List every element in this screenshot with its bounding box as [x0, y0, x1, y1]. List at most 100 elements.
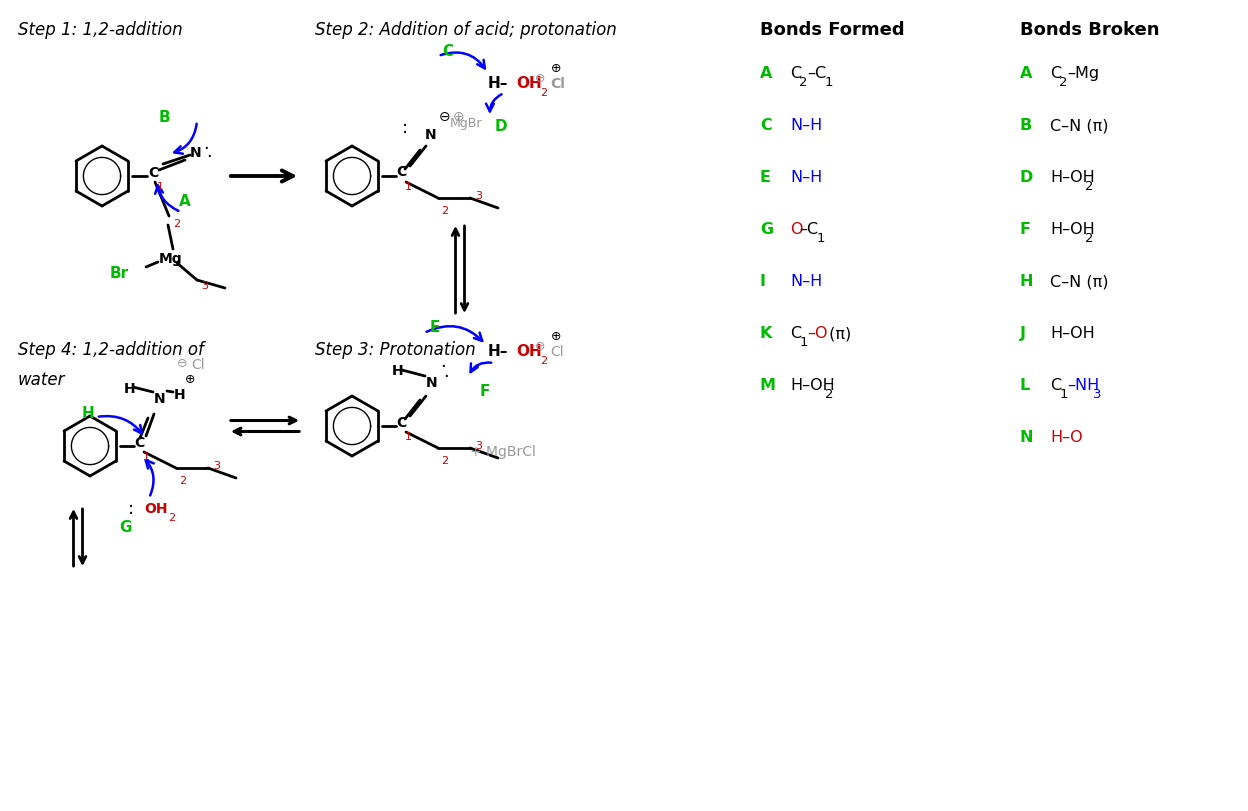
Text: 1: 1 — [1060, 388, 1067, 401]
Text: 2: 2 — [540, 355, 547, 366]
Text: E: E — [760, 170, 771, 185]
Text: C: C — [396, 415, 407, 430]
Text: D: D — [1020, 170, 1033, 185]
Text: G: G — [760, 222, 773, 237]
Text: ·: · — [203, 139, 208, 158]
Text: H–: H– — [488, 344, 508, 359]
Text: H: H — [392, 363, 403, 378]
Text: C: C — [442, 45, 453, 59]
Text: L: L — [1020, 378, 1031, 393]
Text: 2: 2 — [441, 206, 448, 216]
Text: water: water — [17, 371, 65, 388]
Text: 2: 2 — [178, 475, 186, 486]
Text: 2: 2 — [540, 88, 547, 98]
Text: M: M — [760, 378, 776, 393]
Text: 1: 1 — [817, 232, 825, 245]
Text: Step 3: Protonation: Step 3: Protonation — [314, 341, 475, 358]
Text: $\ominus$: $\ominus$ — [534, 72, 545, 85]
Text: 3: 3 — [201, 281, 208, 290]
Text: H: H — [1020, 274, 1033, 290]
Text: N–H: N–H — [790, 118, 822, 133]
Text: $\oplus$: $\oplus$ — [185, 373, 196, 386]
Text: N–H: N–H — [790, 170, 822, 185]
Text: Cl: Cl — [550, 345, 564, 358]
Text: C: C — [760, 118, 771, 133]
Text: –Mg: –Mg — [1067, 67, 1099, 81]
Text: :: : — [129, 500, 134, 517]
Text: C: C — [149, 165, 158, 180]
Text: Mg: Mg — [158, 251, 182, 266]
Text: B: B — [158, 109, 171, 124]
Text: Cl: Cl — [550, 77, 565, 91]
Text: N: N — [426, 375, 438, 389]
Text: –O: –O — [806, 326, 827, 341]
Text: OH: OH — [144, 501, 167, 515]
Text: (π): (π) — [825, 326, 851, 341]
Text: G: G — [119, 519, 131, 534]
Text: $\oplus$: $\oplus$ — [550, 330, 562, 343]
Text: H: H — [82, 406, 95, 421]
Text: 2: 2 — [1085, 232, 1093, 245]
Text: Step 4: 1,2-addition of: Step 4: 1,2-addition of — [17, 341, 203, 358]
Text: C: C — [790, 326, 801, 341]
Text: B: B — [1020, 118, 1032, 133]
Text: Bonds Broken: Bonds Broken — [1020, 21, 1159, 39]
Text: 2: 2 — [168, 513, 175, 522]
Text: A: A — [760, 67, 773, 81]
Text: OH: OH — [515, 76, 542, 92]
Text: $\ominus$: $\ominus$ — [534, 340, 545, 353]
Text: 3: 3 — [475, 191, 482, 201]
Text: 3: 3 — [475, 440, 482, 450]
Text: Bonds Formed: Bonds Formed — [760, 21, 905, 39]
Text: $\ominus$: $\ominus$ — [176, 357, 187, 370]
Text: F: F — [1020, 222, 1031, 237]
Text: E: E — [431, 320, 441, 335]
Text: H–O: H–O — [1050, 430, 1082, 445]
Text: O: O — [790, 222, 802, 237]
Text: 2: 2 — [441, 456, 448, 466]
Text: H: H — [173, 388, 186, 401]
Text: I: I — [760, 274, 766, 290]
Text: 1: 1 — [144, 452, 150, 461]
Text: 1: 1 — [799, 336, 807, 349]
Text: N–H: N–H — [790, 274, 822, 290]
Text: N: N — [190, 146, 202, 160]
Text: H: H — [124, 381, 136, 396]
Text: 2: 2 — [1085, 180, 1093, 193]
Text: F: F — [480, 384, 490, 399]
Text: N: N — [426, 128, 437, 142]
Text: + MgBrCl: + MgBrCl — [470, 444, 535, 458]
Text: H–OH: H–OH — [1050, 170, 1094, 185]
Text: A: A — [1020, 67, 1032, 81]
Text: –C: –C — [799, 222, 819, 237]
Text: D: D — [495, 119, 508, 135]
Text: N: N — [1020, 430, 1033, 445]
Text: 3: 3 — [213, 461, 220, 470]
Text: –C: –C — [806, 67, 826, 81]
Text: N: N — [154, 392, 166, 406]
Text: K: K — [760, 326, 773, 341]
Text: 1: 1 — [406, 431, 412, 441]
Text: 2: 2 — [173, 219, 180, 229]
Text: A: A — [178, 195, 191, 209]
Text: $\oplus$: $\oplus$ — [550, 62, 562, 75]
Text: 2: 2 — [1060, 76, 1067, 89]
Text: J: J — [1020, 326, 1026, 341]
Text: 2: 2 — [799, 76, 807, 89]
Text: H–: H– — [488, 76, 508, 92]
Text: :: : — [402, 119, 408, 137]
Text: C–N (π): C–N (π) — [1050, 274, 1108, 290]
Text: 3: 3 — [1093, 388, 1102, 401]
Text: Br: Br — [110, 266, 129, 281]
Text: Cl: Cl — [191, 358, 205, 371]
Text: 1: 1 — [825, 76, 832, 89]
Text: 1: 1 — [157, 182, 163, 191]
Text: Step 2: Addition of acid; protonation: Step 2: Addition of acid; protonation — [314, 21, 617, 39]
Text: 2: 2 — [825, 388, 834, 401]
Text: 1: 1 — [406, 182, 412, 191]
Text: C: C — [790, 67, 801, 81]
Text: H–OH: H–OH — [790, 378, 835, 393]
Text: MgBr: MgBr — [451, 118, 483, 131]
Text: ·: · — [443, 367, 449, 385]
Text: C–N (π): C–N (π) — [1050, 118, 1108, 133]
